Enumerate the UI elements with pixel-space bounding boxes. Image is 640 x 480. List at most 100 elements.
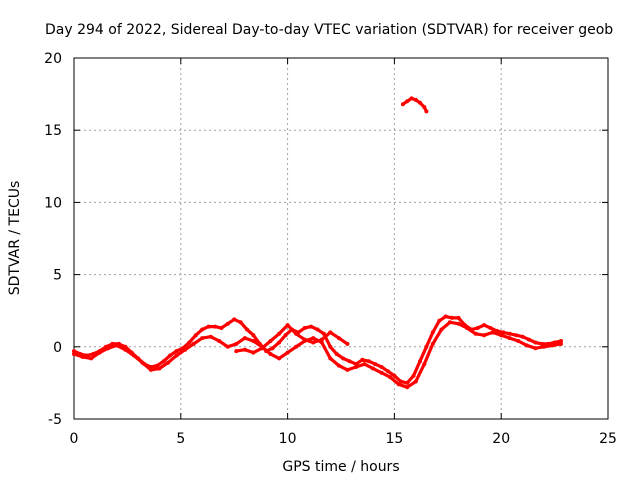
data-point — [424, 109, 429, 114]
x-tick-label: 25 — [599, 431, 617, 447]
data-point — [550, 343, 555, 348]
data-point — [206, 324, 211, 329]
chart-title: Day 294 of 2022, Sidereal Day-to-day VTE… — [45, 22, 613, 38]
data-point — [155, 363, 160, 368]
data-point — [251, 350, 256, 355]
data-point — [456, 321, 461, 326]
x-tick-label: 20 — [492, 431, 510, 447]
y-tick-label: -5 — [48, 412, 62, 428]
data-point — [157, 366, 162, 371]
data-point — [277, 331, 282, 336]
data-point — [514, 333, 519, 338]
data-point — [268, 352, 273, 356]
x-tick-label: 5 — [176, 431, 185, 447]
data-point — [379, 370, 384, 375]
data-point — [443, 314, 448, 319]
data-point — [285, 350, 290, 355]
y-tick-label: 5 — [53, 268, 62, 284]
data-point — [386, 369, 390, 374]
data-point — [328, 356, 333, 361]
data-point — [516, 339, 521, 343]
data-point — [72, 349, 76, 354]
data-point — [405, 99, 410, 104]
data-point — [302, 326, 307, 330]
data-point — [439, 327, 444, 332]
data-point — [106, 346, 111, 351]
data-point — [200, 336, 205, 341]
data-point — [328, 330, 333, 335]
series-line — [72, 314, 563, 385]
data-point — [501, 330, 506, 335]
data-point — [507, 336, 512, 341]
plot-frame — [73, 57, 609, 420]
data-point — [166, 360, 170, 365]
data-point — [219, 326, 224, 330]
data-point — [405, 380, 410, 385]
data-point — [366, 359, 371, 364]
data-point — [213, 324, 217, 329]
data-point — [268, 339, 273, 343]
data-point — [413, 97, 418, 102]
data-point — [245, 327, 249, 332]
data-point — [328, 344, 333, 349]
data-point — [559, 341, 563, 346]
x-tick-label: 10 — [279, 431, 297, 447]
data-point — [161, 359, 166, 364]
data-point — [411, 373, 416, 378]
data-point — [354, 365, 358, 369]
data-point — [396, 382, 401, 387]
data-point — [89, 356, 94, 361]
data-point — [475, 326, 480, 330]
y-axis-label: SDTVAR / TECUs — [7, 181, 23, 296]
data-point — [238, 320, 243, 325]
x-tick-label: 15 — [385, 431, 403, 447]
data-point — [413, 379, 418, 384]
data-point — [499, 333, 504, 338]
data-point — [345, 367, 350, 372]
data-point — [168, 353, 173, 358]
data-point — [341, 356, 346, 361]
data-point — [311, 340, 316, 345]
y-tick-label: 20 — [44, 51, 62, 67]
data-point — [336, 336, 341, 341]
x-axis-label: GPS time / hours — [282, 459, 399, 475]
data-point — [388, 375, 393, 380]
data-point — [114, 343, 119, 348]
data-point — [334, 352, 339, 356]
data-point — [302, 337, 307, 342]
data-point — [398, 379, 403, 384]
data-point — [430, 341, 435, 346]
data-point — [234, 349, 239, 354]
data-point — [533, 340, 538, 345]
data-point — [174, 353, 179, 358]
data-point — [362, 362, 367, 367]
data-point — [123, 347, 128, 352]
data-point — [430, 330, 435, 335]
data-point — [309, 324, 314, 329]
data-point — [447, 320, 452, 325]
data-point — [270, 346, 275, 351]
data-point — [507, 331, 512, 336]
data-point — [283, 333, 288, 338]
data-point — [422, 105, 427, 110]
data-point — [187, 340, 192, 345]
data-point — [473, 331, 478, 336]
data-point — [183, 347, 188, 352]
data-point — [285, 323, 290, 328]
y-tick-label: 0 — [53, 340, 62, 356]
data-point — [527, 337, 531, 342]
data-point — [319, 337, 324, 342]
data-point — [360, 357, 365, 362]
data-point — [400, 102, 405, 107]
data-point — [371, 366, 375, 371]
data-point — [251, 339, 256, 343]
data-point — [321, 331, 326, 336]
data-point — [456, 315, 461, 320]
data-point — [97, 350, 102, 355]
data-point — [418, 100, 422, 105]
series-line — [72, 320, 563, 389]
data-point — [418, 359, 422, 364]
data-point — [490, 330, 495, 335]
data-point — [533, 346, 538, 351]
data-point — [294, 344, 299, 349]
